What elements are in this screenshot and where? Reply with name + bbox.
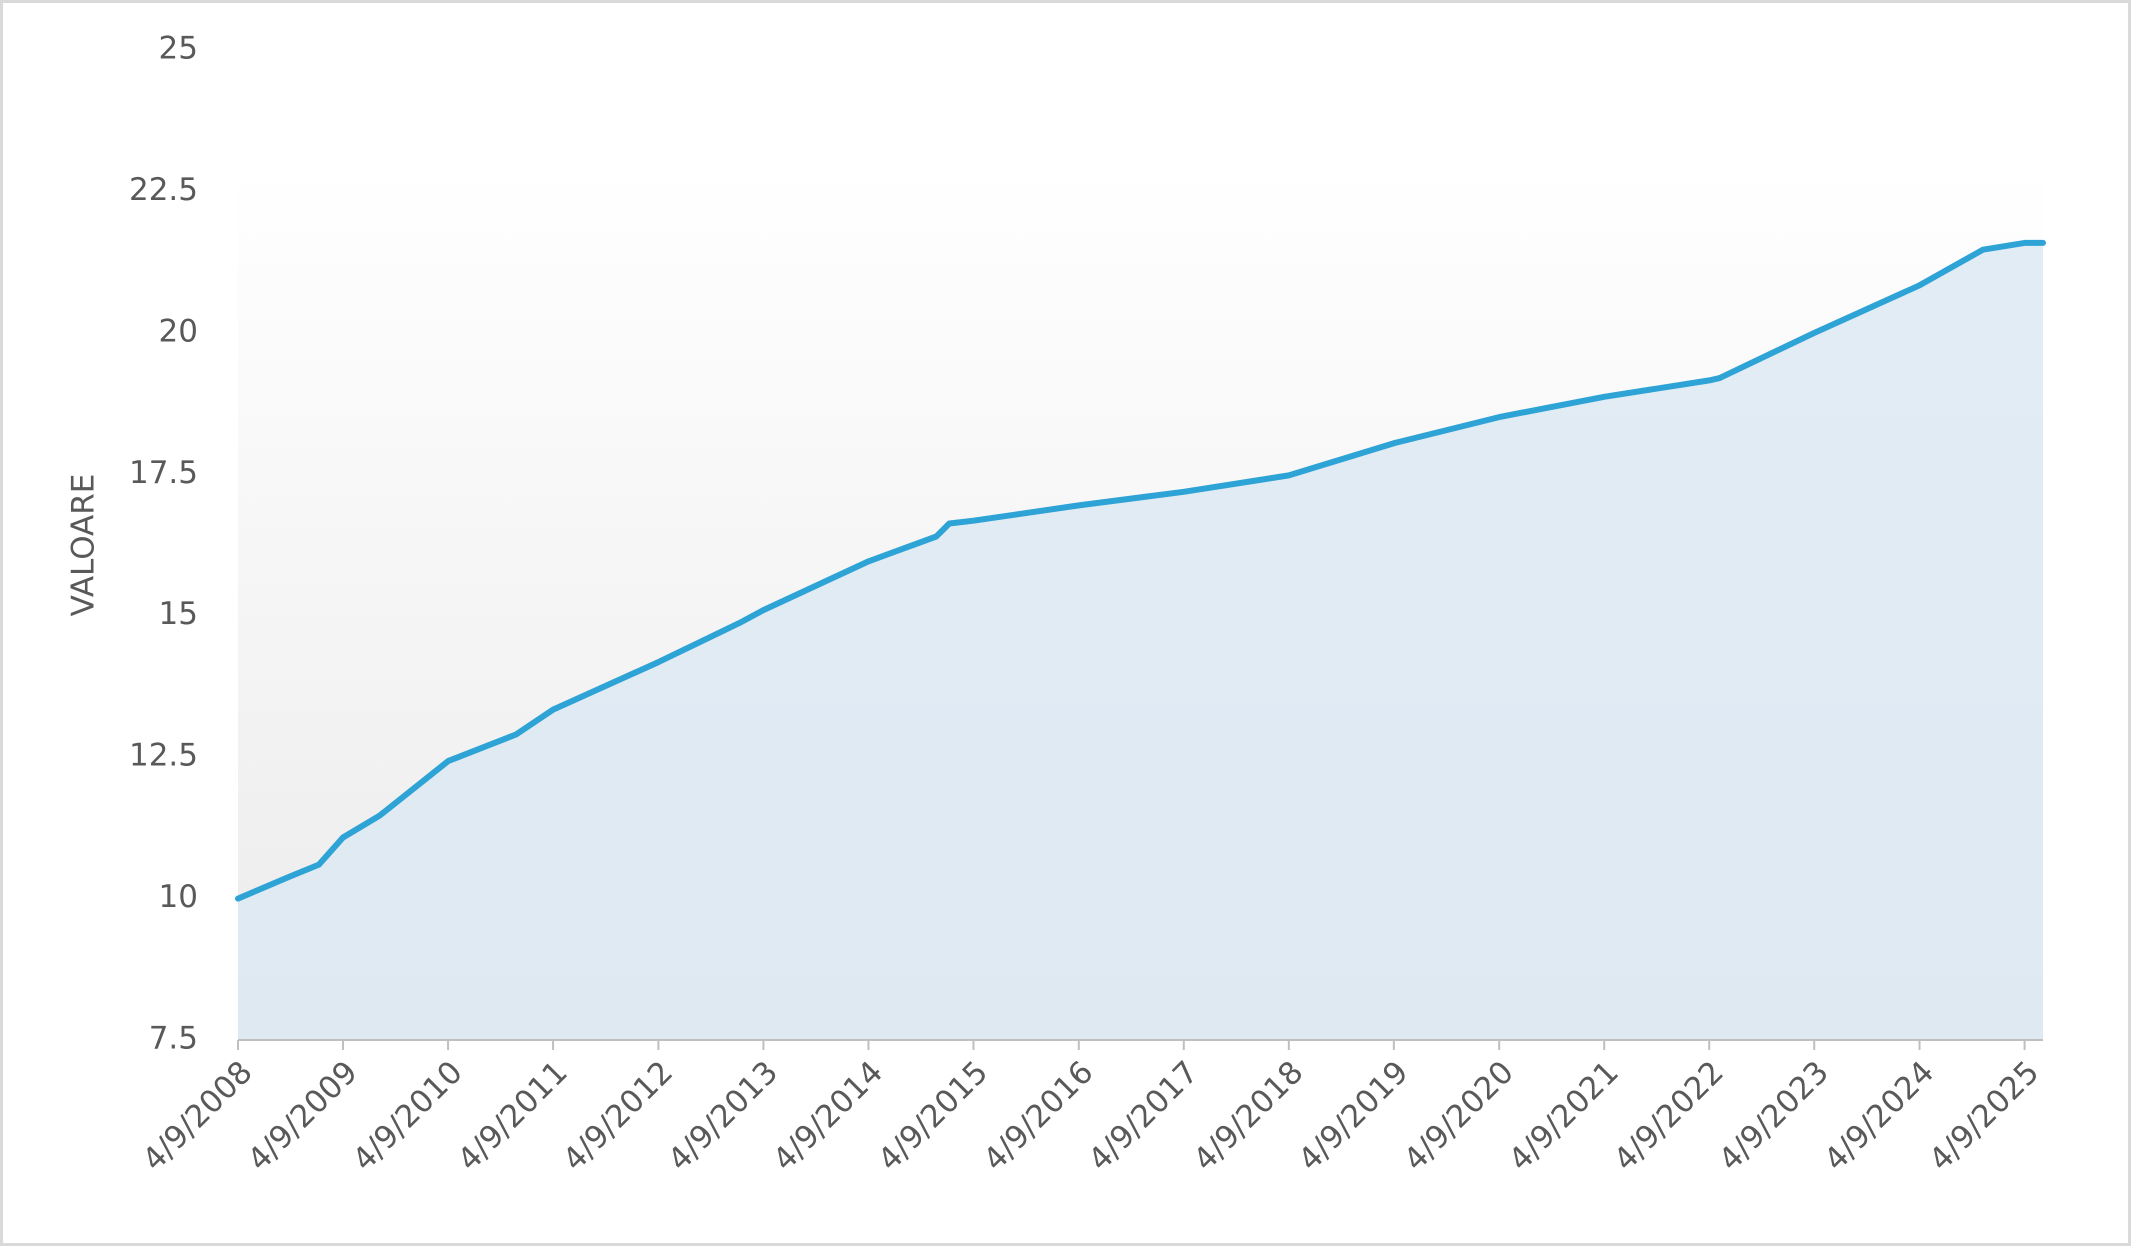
y-tick-label: 17.5 <box>129 455 198 491</box>
y-tick-label: 20 <box>159 313 198 349</box>
y-tick-label: 25 <box>159 31 198 67</box>
y-axis-label: VALOARE <box>66 474 102 617</box>
y-tick-label: 12.5 <box>129 738 198 774</box>
y-tick-label: 15 <box>159 596 198 632</box>
line <box>235 239 2046 902</box>
y-tick-label: 7.5 <box>149 1021 198 1057</box>
y-tick-label: 22.5 <box>129 172 198 208</box>
y-tick-label: 10 <box>159 879 198 915</box>
area <box>238 242 2043 1040</box>
